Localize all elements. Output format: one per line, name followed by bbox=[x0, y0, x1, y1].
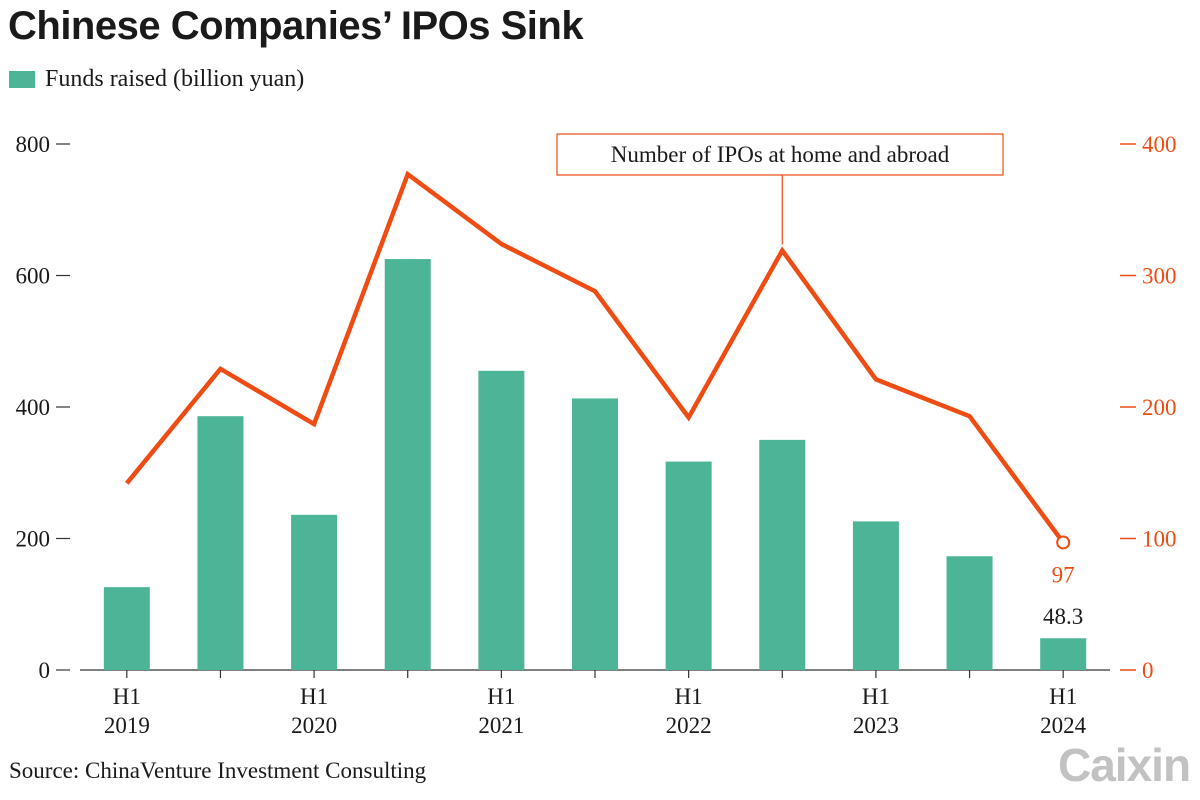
caixin-logo: Caixin bbox=[1058, 739, 1191, 791]
bar bbox=[759, 439, 806, 670]
bar bbox=[384, 259, 431, 670]
legend-swatch-funds bbox=[9, 71, 35, 88]
left-tick-label: 800 bbox=[16, 132, 51, 157]
legend: Funds raised (billion yuan) bbox=[9, 66, 304, 93]
x-tick-label-bottom: 2024 bbox=[1040, 713, 1087, 738]
right-tick-label: 400 bbox=[1142, 132, 1177, 157]
bar bbox=[852, 521, 899, 670]
bar bbox=[946, 556, 993, 670]
right-tick-label: 300 bbox=[1142, 264, 1177, 289]
last-bar-value-label: 48.3 bbox=[1043, 604, 1083, 629]
left-tick-label: 0 bbox=[39, 658, 51, 683]
bar bbox=[478, 370, 525, 670]
x-tick-label-top: H1 bbox=[300, 684, 328, 709]
x-tick-label-bottom: 2020 bbox=[291, 713, 337, 738]
bar bbox=[103, 587, 150, 670]
x-tick-label-bottom: 2023 bbox=[853, 713, 899, 738]
chart-title: Chinese Companies’ IPOs Sink bbox=[8, 4, 584, 48]
x-tick-label-top: H1 bbox=[1049, 684, 1077, 709]
line-end-point bbox=[1056, 535, 1071, 550]
ipo-count-line bbox=[125, 170, 1065, 544]
right-tick-label: 100 bbox=[1142, 527, 1177, 552]
left-tick-label: 200 bbox=[16, 527, 51, 552]
bar bbox=[197, 416, 244, 670]
source-note: Source: ChinaVenture Investment Consulti… bbox=[9, 758, 427, 783]
bar bbox=[665, 461, 712, 670]
left-tick-label: 600 bbox=[16, 264, 51, 289]
x-tick-label-bottom: 2019 bbox=[104, 713, 150, 738]
x-tick-label-top: H1 bbox=[487, 684, 515, 709]
line-callout-box bbox=[556, 133, 1004, 176]
bar bbox=[1040, 638, 1087, 670]
bar bbox=[572, 398, 618, 670]
last-line-value-label: 97 bbox=[1052, 562, 1075, 587]
x-tick-label-top: H1 bbox=[675, 684, 703, 709]
x-tick-label-bottom: 2022 bbox=[666, 713, 712, 738]
line-callout-label: Number of IPOs at home and abroad bbox=[611, 142, 950, 167]
left-tick-label: 400 bbox=[16, 395, 51, 420]
x-tick-label-top: H1 bbox=[113, 684, 141, 709]
x-tick-label-bottom: 2021 bbox=[478, 713, 524, 738]
right-tick-label: 200 bbox=[1142, 395, 1177, 420]
legend-label-funds: Funds raised (billion yuan) bbox=[45, 66, 305, 92]
right-tick-label: 0 bbox=[1142, 658, 1154, 683]
bar bbox=[291, 514, 338, 670]
x-tick-label-top: H1 bbox=[862, 684, 890, 709]
